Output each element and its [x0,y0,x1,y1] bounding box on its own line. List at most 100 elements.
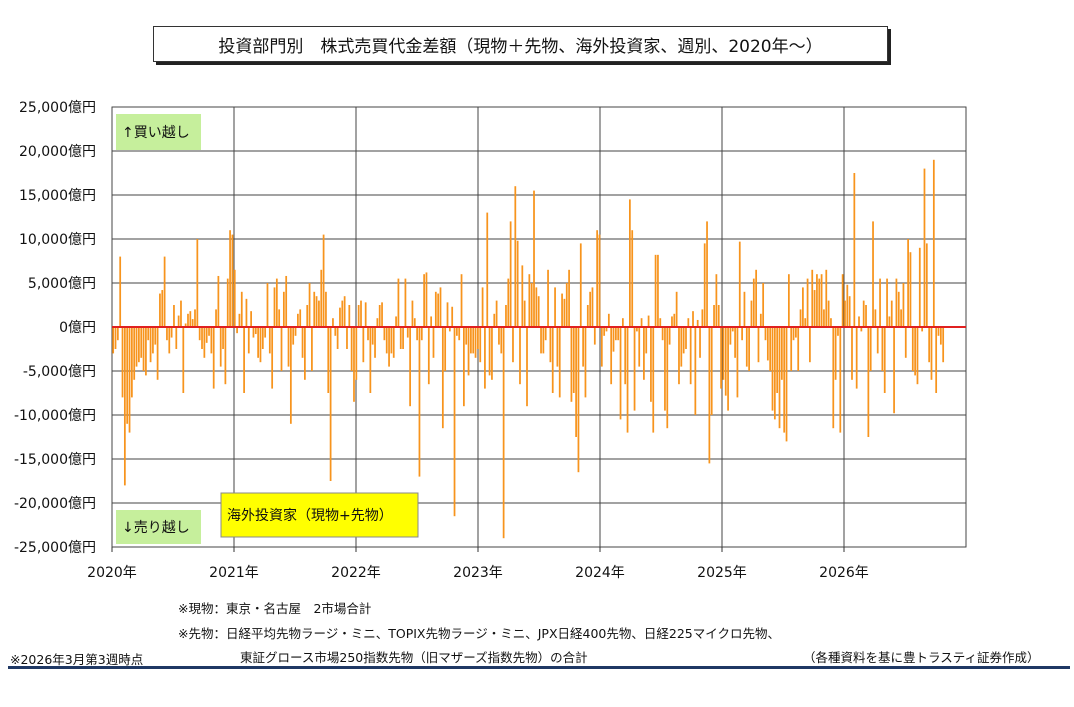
bar [710,327,713,415]
bar [320,269,323,327]
bar [336,327,339,349]
bar [446,302,449,327]
series-label: 海外投資家（現物+先物） [227,507,393,524]
bar [322,234,325,327]
bar [509,221,512,327]
bar [177,315,180,327]
bar [876,327,879,354]
bar [231,234,234,327]
bar [325,291,327,327]
y-tick-label: 25,000億円 [19,100,96,116]
x-tick-label: 2020年 [87,565,137,581]
bar [434,291,437,327]
bar [427,327,430,385]
bar [855,327,858,389]
bar [741,327,743,341]
bar [161,290,164,327]
bar [734,327,736,358]
x-tick-label: 2026年 [819,565,869,581]
bar [888,316,891,327]
bar [261,327,264,349]
bar [479,327,482,363]
y-tick-label: 20,000億円 [19,144,96,160]
bar [448,327,451,332]
bar [820,274,823,327]
bar [572,327,575,393]
bar [334,327,337,336]
bar [491,327,493,380]
bar [217,275,220,327]
footer-rule [8,666,1070,669]
bar [883,327,886,393]
bar [703,243,706,327]
bar [196,239,199,327]
bar [306,305,309,327]
bar [418,327,421,477]
bar [930,327,933,380]
bar [853,173,856,327]
bar [708,327,711,464]
bar [460,274,463,327]
bar [313,291,316,327]
y-tick-label: 15,000億円 [19,188,96,204]
bar [918,247,921,327]
bar [154,327,157,345]
bar [138,327,140,363]
bar [498,327,500,345]
bar [666,327,669,429]
bar [680,327,683,367]
y-tick-label: -15,000億円 [14,452,96,468]
bar [551,327,554,393]
bar [678,327,680,385]
bar [301,327,304,358]
bar [273,287,276,327]
bar [671,316,673,327]
bar [252,327,255,338]
bar [664,327,666,411]
y-tick-label: -20,000億円 [14,496,96,512]
bar [816,274,818,327]
bar [280,327,283,371]
bar [346,327,348,349]
bar [390,327,393,354]
bar [399,327,402,349]
bar [673,313,676,327]
bar [715,274,718,327]
bar [194,309,196,327]
bar [851,327,853,380]
bar [832,327,835,429]
bar [696,319,699,327]
y-tick-label: -25,000億円 [14,540,96,556]
bar [621,318,624,327]
bar [607,313,610,327]
bar [643,327,645,380]
bar [374,327,376,358]
bar [257,327,259,358]
bar [142,327,145,371]
bar [219,327,222,367]
bar [771,327,774,411]
bar [128,327,131,433]
series-label-box [220,492,419,538]
bar [802,287,804,327]
bar [773,327,776,420]
bar [348,305,351,327]
bar [818,278,821,327]
bar [516,240,519,327]
bar [535,287,538,327]
bar [114,327,117,349]
bar [554,287,556,327]
x-tick-label: 2021年 [209,565,259,581]
bar [318,300,320,327]
bar [727,327,729,411]
bar [897,291,900,327]
bar [874,309,877,327]
bar [799,309,802,327]
bar [166,327,168,341]
bar [900,309,902,327]
bar [612,327,615,352]
bar [785,327,788,442]
bar [477,327,479,349]
bar [430,316,433,327]
bar [514,186,517,327]
